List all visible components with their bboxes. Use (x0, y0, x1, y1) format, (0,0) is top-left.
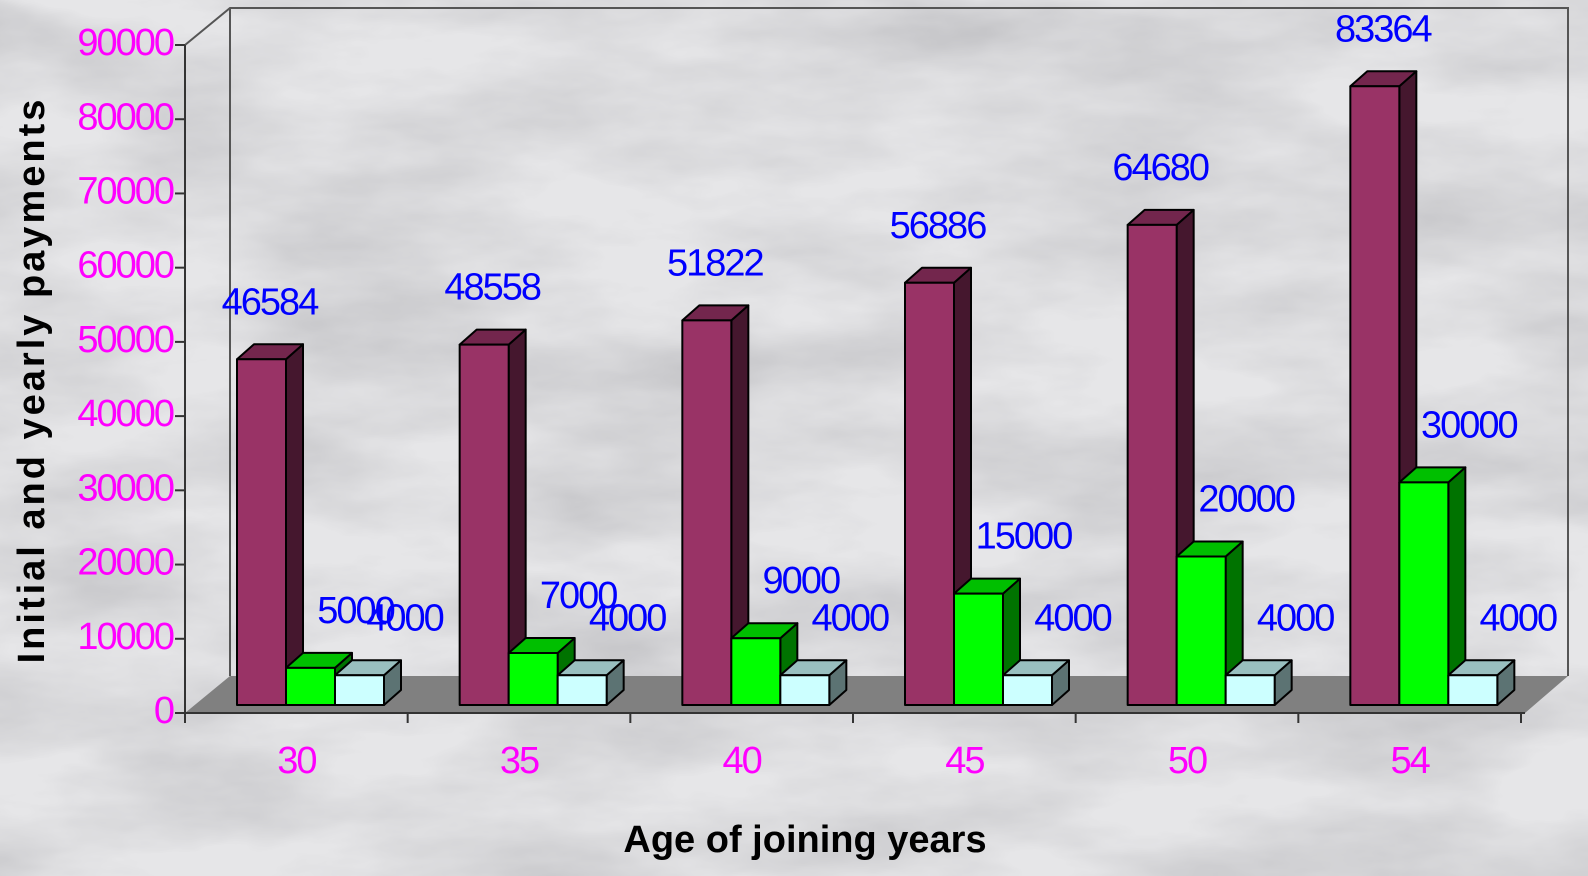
y-tick-label: 60000 (77, 245, 174, 287)
bar (334, 674, 385, 706)
value-label: 4000 (589, 597, 666, 639)
bar (507, 652, 559, 706)
bar (779, 674, 831, 706)
y-tick-label: 10000 (77, 616, 174, 658)
value-label: 51822 (667, 242, 764, 284)
x-tick-label: 40 (723, 740, 762, 782)
y-tick-label: 50000 (77, 319, 174, 361)
bar (556, 674, 608, 706)
bar (1224, 674, 1276, 706)
x-tick-label: 30 (277, 740, 316, 782)
bar (1126, 223, 1178, 706)
bar (953, 592, 1004, 707)
bar (904, 281, 955, 706)
y-tick-label: 20000 (77, 542, 174, 584)
value-label: 20000 (1198, 479, 1295, 521)
bar (730, 637, 782, 707)
bar (236, 358, 287, 706)
x-axis-label: Age of joining years (623, 819, 986, 861)
bar (1398, 481, 1450, 707)
y-tick-label: 40000 (77, 393, 174, 435)
bar (1349, 85, 1401, 707)
value-label: 9000 (763, 560, 840, 602)
y-tick-label: 80000 (77, 96, 174, 138)
value-label: 56886 (890, 205, 987, 247)
x-tick-label: 54 (1391, 740, 1431, 782)
bar (458, 343, 510, 706)
value-label: 4000 (1480, 597, 1557, 639)
value-label: 4000 (366, 597, 443, 639)
x-tick-label: 35 (500, 740, 539, 782)
value-label: 4000 (812, 597, 889, 639)
value-label: 64680 (1112, 147, 1209, 189)
value-label: 7000 (540, 575, 617, 617)
bar (681, 319, 733, 706)
bar (1002, 674, 1053, 706)
value-label: 83364 (1335, 8, 1433, 50)
y-tick-label: 90000 (77, 22, 174, 64)
y-axis-label: Initial and yearly payments (11, 97, 53, 664)
back-wall (184, 7, 1569, 676)
x-tick-label: 45 (945, 740, 984, 782)
value-label: 48558 (444, 267, 541, 309)
x-tick-label: 50 (1168, 740, 1207, 782)
value-label: 4000 (1257, 597, 1334, 639)
bar (1447, 674, 1499, 706)
y-tick-label: 70000 (77, 170, 174, 212)
value-label: 5000 (317, 590, 394, 632)
y-tick-label: 30000 (77, 467, 174, 509)
value-label: 46584 (222, 281, 320, 323)
value-label: 4000 (1034, 597, 1111, 639)
bar (1175, 555, 1227, 706)
y-tick-label: 0 (154, 690, 174, 732)
value-label: 30000 (1421, 404, 1518, 446)
value-label: 15000 (976, 516, 1073, 558)
bar-side (285, 343, 304, 706)
bar (285, 666, 336, 707)
